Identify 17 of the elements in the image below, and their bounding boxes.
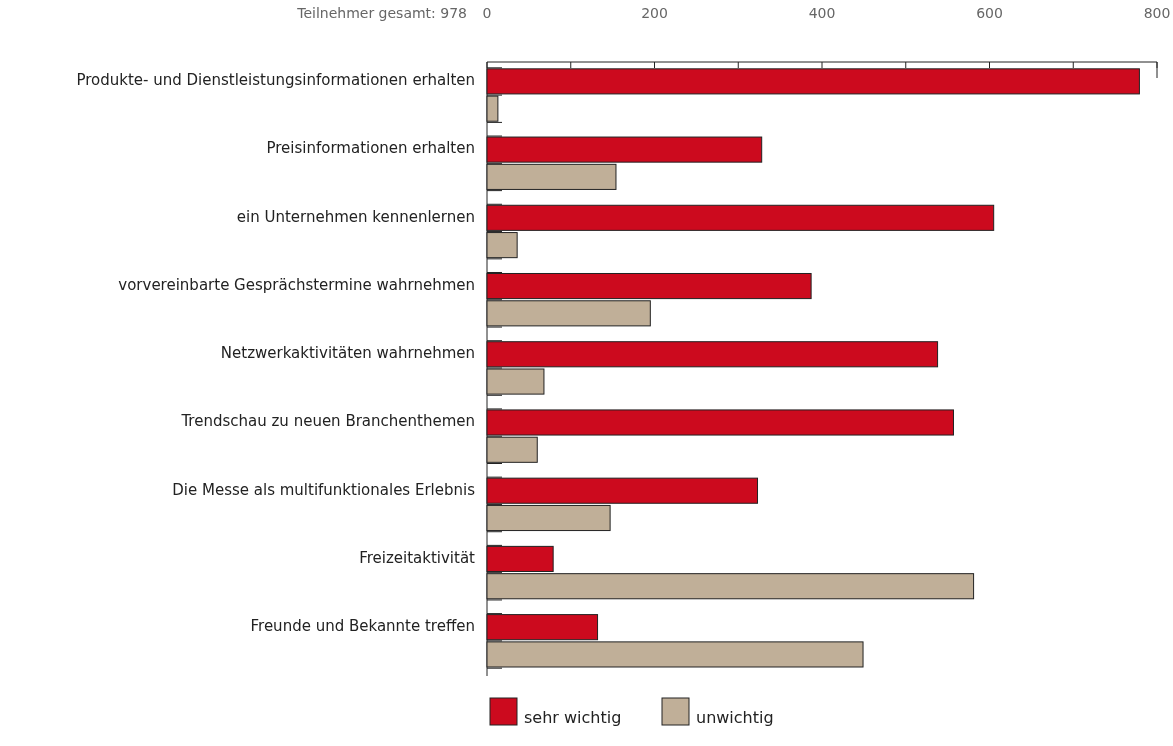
legend-label: sehr wichtig — [524, 708, 622, 727]
y-tick-label: Freunde und Bekannte treffen — [250, 616, 475, 635]
y-tick-label: Preisinformationen erhalten — [266, 139, 475, 158]
x-tick-label: 0 — [482, 5, 492, 21]
y-tick-label: Trendschau zu neuen Branchenthemen — [180, 412, 475, 431]
x-tick-label: 400 — [808, 5, 836, 21]
x-tick-label: 800 — [1143, 5, 1171, 21]
x-tick-label: 200 — [641, 5, 668, 21]
y-tick-label: vorvereinbarte Gesprächstermine wahrnehmen — [118, 275, 475, 294]
text: Teilnehmer gesamt: 978 — [296, 5, 467, 21]
x-tick-label: 600 — [976, 5, 1003, 21]
y-tick-label: ein Unternehmen kennenlernen — [236, 207, 475, 226]
y-tick-label: Freizeitaktivität — [359, 548, 476, 567]
y-tick-label: Die Messe als multifunktionales Erlebnis — [172, 480, 476, 499]
y-tick-label: Produkte- und Dienstleistungsinformationen erhalten — [76, 71, 475, 90]
legend-label: unwichtig — [696, 708, 774, 727]
y-tick-label: Netzwerkaktivitäten wahrnehmen — [220, 344, 475, 363]
